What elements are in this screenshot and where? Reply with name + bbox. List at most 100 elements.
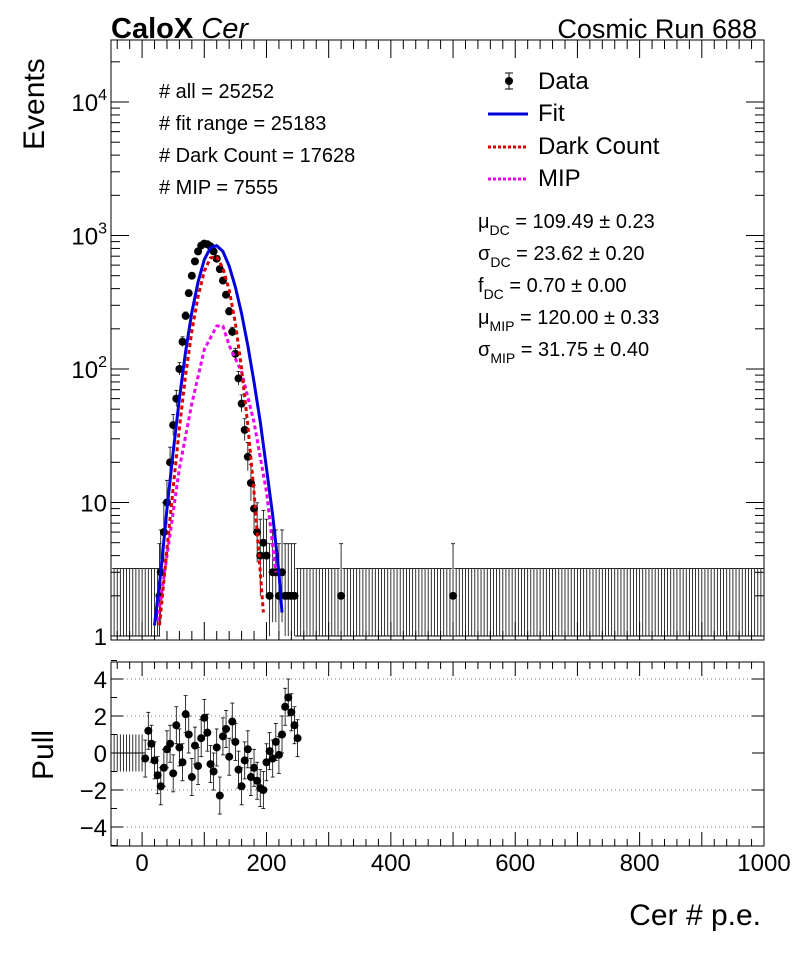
pull-point	[265, 732, 274, 771]
x-tick-label: 600	[495, 850, 535, 877]
data-point	[518, 568, 524, 637]
main-y-tick-label: 1	[94, 624, 107, 651]
data-point	[187, 271, 196, 280]
data-point	[581, 568, 587, 637]
legend-fit-label: Fit	[538, 100, 565, 127]
x-tick-label: 0	[135, 850, 148, 877]
data-point	[531, 568, 537, 637]
data-point	[696, 568, 702, 637]
data-point	[571, 568, 577, 637]
data-point	[237, 394, 246, 413]
param-sigma-mip: σMIP = 31.75 ± 0.40	[478, 339, 649, 366]
data-point	[301, 568, 307, 637]
pull-point	[259, 771, 268, 809]
data-point	[481, 568, 487, 637]
data-point	[574, 568, 580, 637]
data-point	[758, 568, 764, 637]
data-point	[459, 568, 465, 637]
pull-y-tick-label: 4	[94, 667, 107, 694]
data-point	[337, 543, 346, 636]
pull-point	[178, 743, 187, 782]
pull-point	[243, 730, 252, 769]
data-point	[593, 568, 599, 637]
data-point	[120, 568, 126, 637]
data-point	[714, 568, 720, 637]
pull-y-tick-label: 2	[94, 704, 107, 731]
data-point	[490, 568, 496, 637]
x-tick-label: 800	[620, 850, 660, 877]
data-point	[562, 568, 568, 637]
pull-point	[231, 723, 240, 761]
pull-point	[139, 734, 146, 772]
data-point	[612, 568, 618, 637]
x-tick-label: 200	[246, 850, 286, 877]
data-point	[590, 568, 596, 637]
data-point	[382, 568, 388, 637]
data-point	[522, 568, 528, 637]
main-y-tick-label: 102	[71, 354, 107, 384]
data-point	[410, 568, 416, 637]
data-point	[686, 568, 692, 637]
data-point	[447, 568, 453, 637]
data-point	[578, 568, 584, 637]
data-point	[606, 568, 612, 637]
data-point	[615, 568, 621, 637]
pull-point	[278, 715, 287, 754]
legend-data-label: Data	[538, 68, 589, 95]
dark-count-curve	[158, 255, 265, 626]
data-point	[646, 568, 652, 637]
param-mu-mip: μMIP = 120.00 ± 0.33	[478, 307, 659, 334]
data-point	[307, 568, 313, 637]
data-point	[319, 568, 325, 637]
data-point	[683, 568, 689, 637]
data-point	[550, 568, 556, 637]
data-point	[665, 568, 671, 637]
data-point	[708, 568, 714, 637]
stat-fit-range: # fit range = 25183	[159, 113, 326, 135]
data-point	[674, 568, 680, 637]
data-point	[761, 568, 764, 637]
data-point	[234, 371, 243, 386]
data-point	[515, 568, 521, 637]
pull-y-tick-label: 0	[94, 741, 107, 768]
pull-y-axis-label: Pull	[27, 730, 60, 780]
pull-point	[166, 724, 175, 763]
pull-point	[225, 737, 234, 776]
data-point	[618, 568, 624, 637]
data-point	[190, 257, 199, 266]
data-point	[372, 568, 378, 637]
data-point	[736, 568, 742, 637]
data-point	[752, 568, 758, 637]
data-point	[525, 568, 531, 637]
data-point	[111, 568, 117, 637]
data-point	[357, 568, 363, 637]
data-point	[643, 568, 649, 637]
data-point	[438, 568, 444, 637]
pull-point	[222, 710, 231, 748]
data-point	[512, 568, 518, 637]
data-point	[290, 543, 299, 636]
data-point	[225, 307, 234, 316]
data-point	[599, 568, 605, 637]
data-point	[178, 336, 187, 347]
data-point	[624, 568, 630, 637]
data-point	[124, 568, 130, 637]
data-point	[379, 568, 385, 637]
legend-data-marker	[505, 72, 513, 90]
data-point	[462, 568, 468, 637]
pull-point	[150, 741, 159, 780]
data-point	[584, 568, 590, 637]
data-point	[565, 568, 571, 637]
data-point	[546, 568, 552, 637]
pull-axes: −4 −2 0 2 4 0 200 400 600 800 1000	[80, 660, 791, 877]
data-point	[228, 326, 237, 337]
data-point	[181, 311, 190, 320]
data-point	[354, 568, 360, 637]
data-point	[509, 568, 515, 637]
data-point	[344, 568, 350, 637]
data-point	[730, 568, 736, 637]
data-point	[222, 290, 231, 299]
data-point	[136, 568, 142, 637]
data-point	[658, 568, 664, 637]
data-point	[265, 543, 274, 636]
